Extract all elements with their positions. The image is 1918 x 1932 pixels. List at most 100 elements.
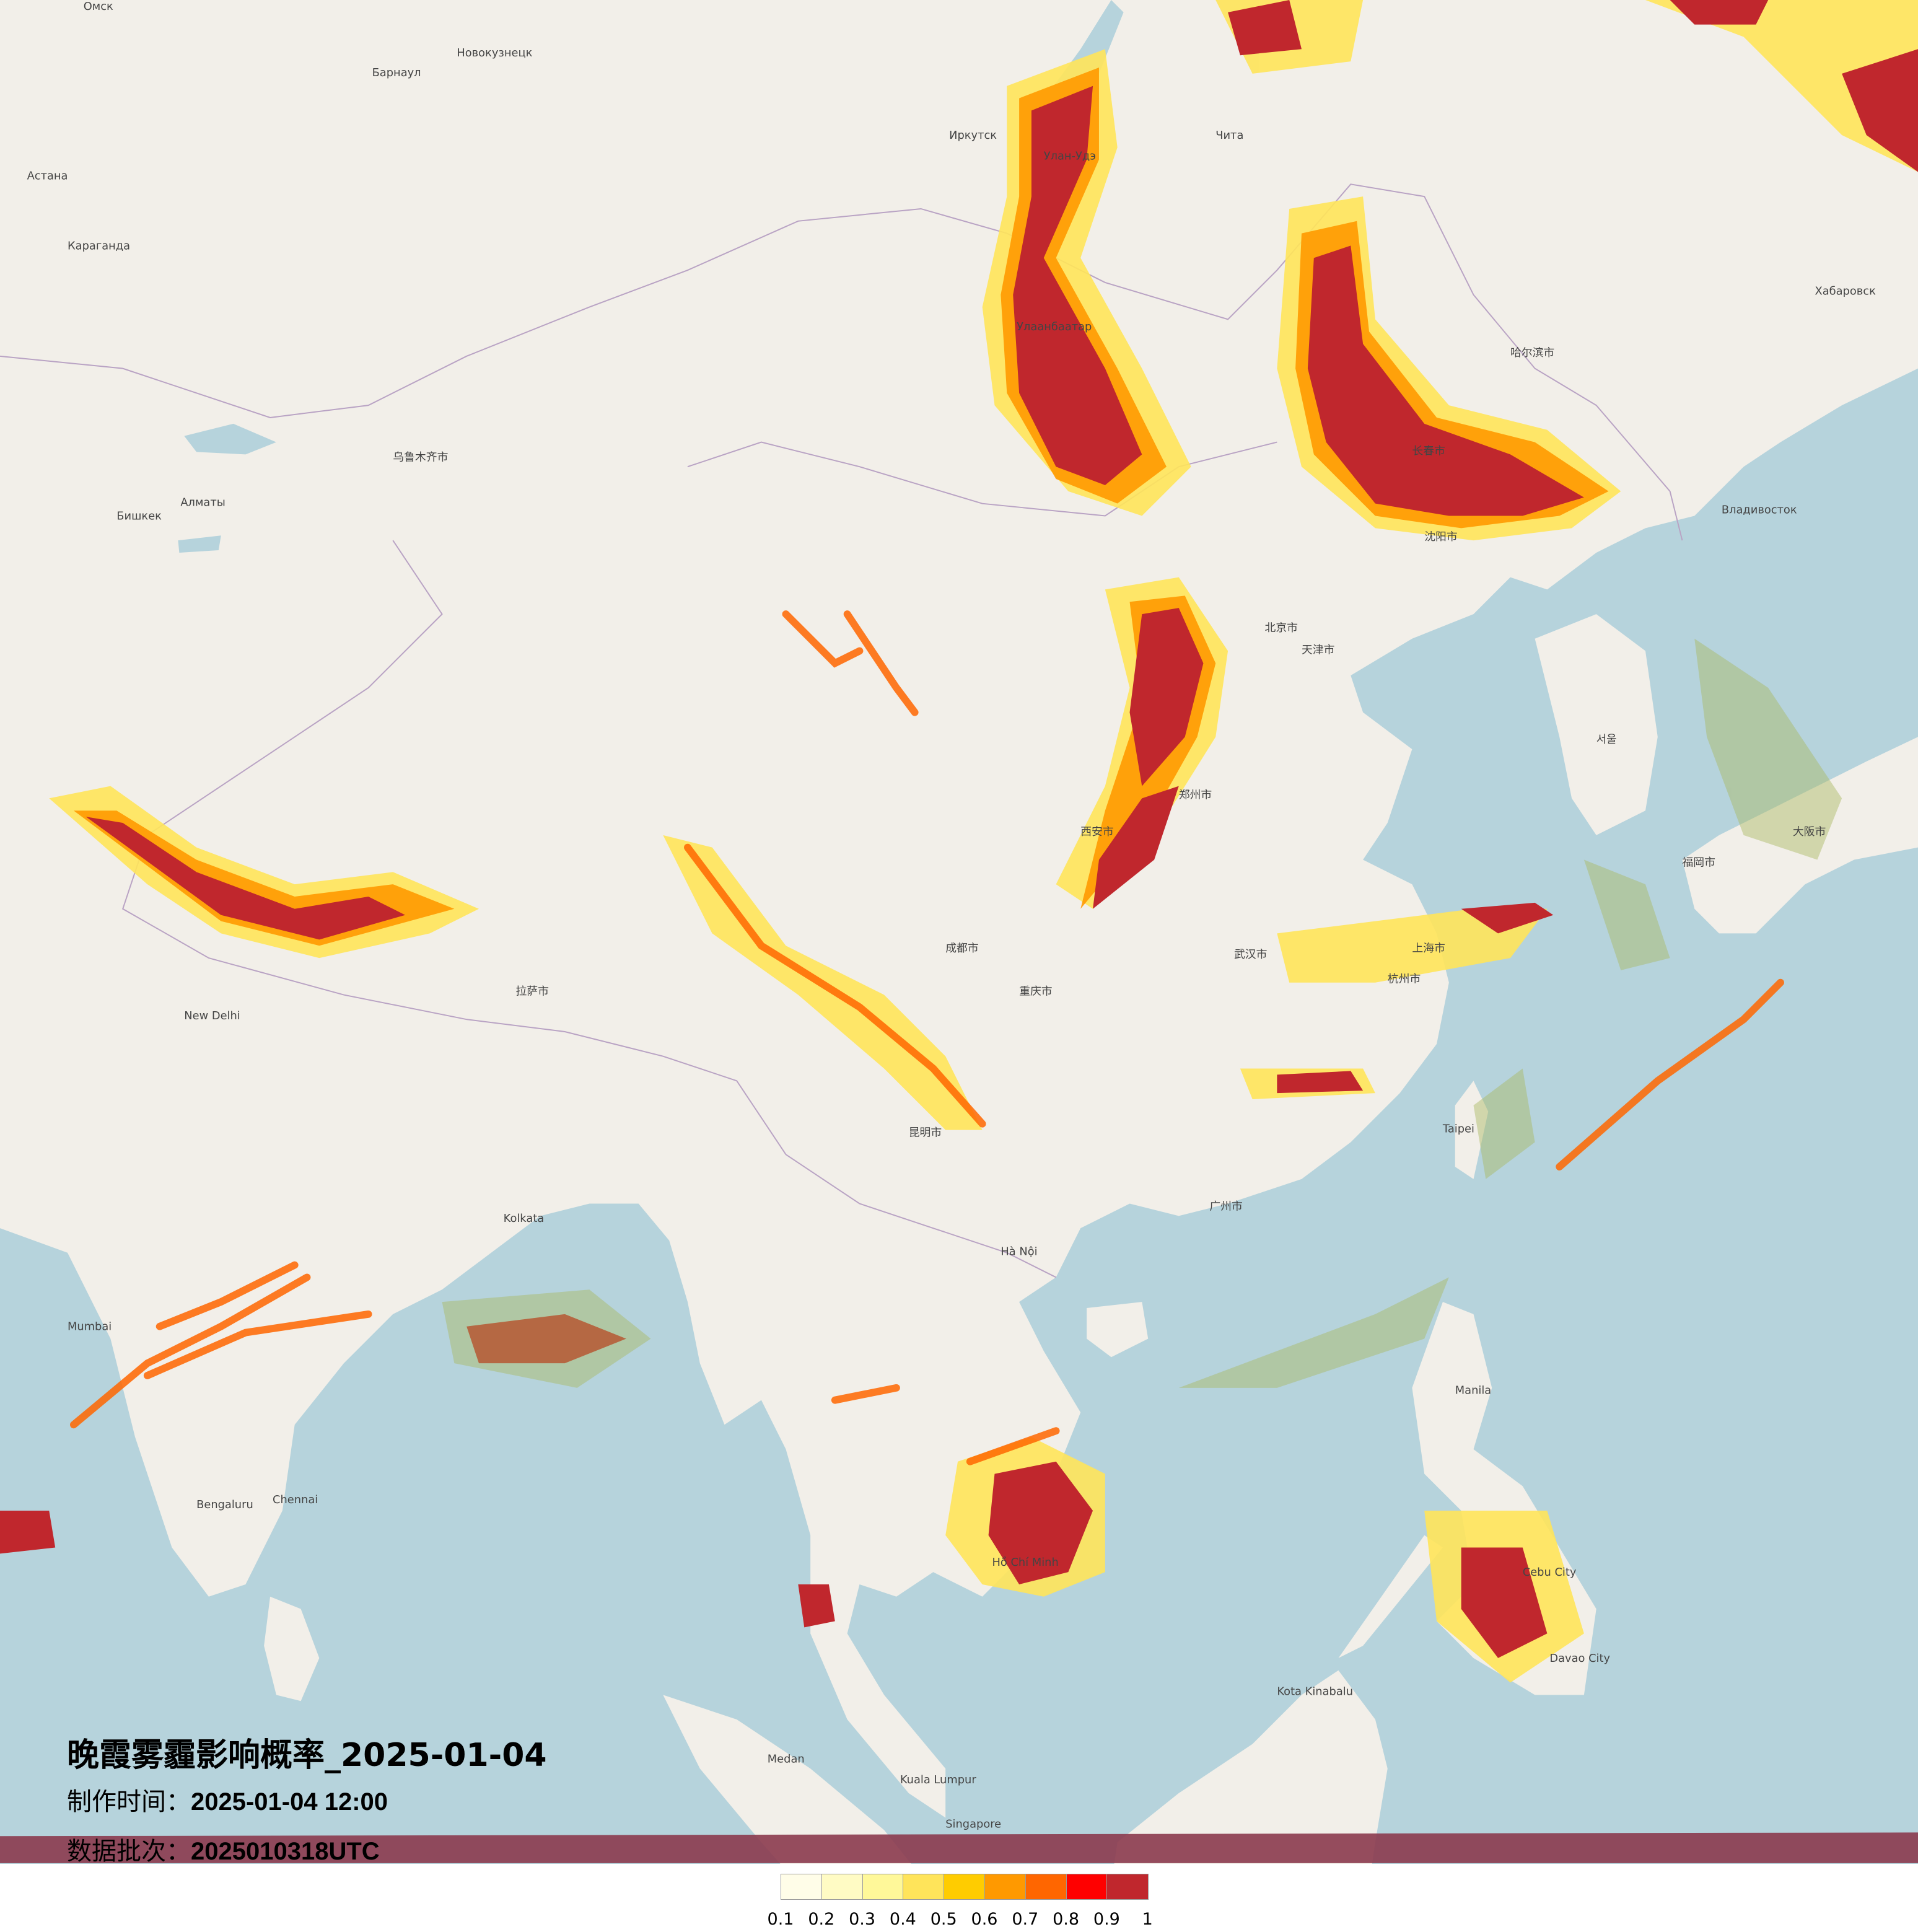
place-label: Барнаул	[372, 66, 421, 79]
prob-area	[1228, 0, 1302, 56]
prob-area	[1307, 245, 1584, 516]
hainan-land	[1087, 1302, 1149, 1358]
map-title: 晚霞雾霾影响概率_2025-01-04	[67, 1737, 547, 1774]
prob-area	[1013, 86, 1142, 485]
legend-label: 0.2	[808, 1910, 835, 1929]
japan-land	[1682, 737, 1918, 934]
data-batch-label: 数据批次：	[67, 1837, 191, 1866]
place-label: 哈尔滨市	[1510, 346, 1554, 359]
sea	[0, 368, 1918, 1864]
place-label: Алматы	[180, 496, 225, 509]
prob-area	[1129, 608, 1204, 786]
palawan-land	[1338, 1535, 1443, 1658]
place-label: 西安市	[1080, 825, 1113, 838]
legend-label: 0.9	[1093, 1910, 1120, 1929]
legend-label: 0.1	[767, 1910, 794, 1929]
prob-area	[466, 1314, 626, 1364]
lake-issykkul	[178, 535, 221, 553]
legend-label: 0.8	[1053, 1910, 1080, 1929]
prob-area-sea	[1694, 638, 1842, 860]
legend-swatch	[821, 1874, 863, 1899]
prob-streak	[684, 843, 986, 1128]
legend-label: 0.3	[849, 1910, 876, 1929]
prob-streak	[1556, 978, 1784, 1170]
prob-streak	[69, 1273, 311, 1429]
place-label: 成都市	[945, 942, 978, 955]
legend-label: 1	[1142, 1910, 1153, 1929]
prob-area	[988, 1461, 1093, 1584]
probability-map[interactable]: Омск Новокузнецк Барнаул Астана Караганд…	[0, 0, 1918, 1864]
production-time-value: 2025-01-04 12:00	[191, 1788, 388, 1816]
place-label: Kolkata	[504, 1212, 545, 1225]
taiwan-land	[1455, 1081, 1489, 1179]
prob-area	[85, 817, 406, 940]
prob-area-sea	[1178, 1277, 1449, 1388]
legend-swatch	[1066, 1874, 1108, 1899]
prob-area-sea	[442, 1289, 651, 1388]
legend-swatch	[1107, 1874, 1149, 1899]
place-label: 上海市	[1412, 942, 1445, 955]
production-time: 制作时间：2025-01-04 12:00	[67, 1781, 388, 1817]
data-batch-value: 2025010318UTC	[191, 1838, 380, 1865]
probability-field	[0, 0, 1918, 1863]
place-label: 乌鲁木齐市	[393, 450, 448, 463]
legend-swatch	[781, 1874, 822, 1899]
place-label: 福岡市	[1682, 856, 1715, 869]
place-label: Singapore	[945, 1817, 1001, 1830]
prob-area-sea	[1473, 1068, 1535, 1179]
place-label: Новокузнецк	[457, 46, 532, 59]
place-label: Medan	[768, 1752, 805, 1765]
korea-land	[1535, 614, 1658, 835]
place-label: 北京市	[1265, 621, 1298, 634]
place-label: Davao City	[1549, 1652, 1610, 1665]
sumatra-land	[663, 1695, 911, 1864]
prob-area	[1277, 1071, 1364, 1094]
place-label: Владивосток	[1722, 504, 1797, 517]
prob-area	[1670, 0, 1769, 25]
place-label: 广州市	[1209, 1200, 1242, 1213]
place-label: Астана	[27, 169, 68, 182]
prob-area	[1093, 786, 1179, 909]
place-label: 서울	[1596, 733, 1617, 746]
place-label: Бишкек	[116, 509, 162, 522]
place-label: 天津市	[1302, 643, 1334, 656]
place-label: Bengaluru	[196, 1498, 253, 1511]
prob-streak	[155, 1261, 299, 1330]
place-label: Hồ Chí Minh	[992, 1556, 1059, 1569]
map-canvas: Омск Новокузнецк Барнаул Астана Караганд…	[0, 0, 1918, 1864]
prob-area	[1461, 902, 1554, 934]
place-label: Караганда	[68, 239, 130, 252]
borneo-land	[1114, 1670, 1388, 1864]
prob-band-bottom	[0, 1832, 1918, 1863]
prob-streak	[782, 610, 864, 668]
legend-swatch	[944, 1874, 985, 1899]
place-label: Taipei	[1442, 1123, 1474, 1136]
place-label: 沈阳市	[1424, 530, 1457, 543]
place-label: Hà Nội	[1001, 1245, 1037, 1258]
data-batch: 数据批次：2025010318UTC	[67, 1831, 380, 1867]
prob-streak	[843, 610, 919, 716]
prob-area	[1461, 1547, 1548, 1658]
prob-area	[798, 1584, 835, 1628]
place-label: 昆明市	[909, 1126, 942, 1139]
legend-label: 0.6	[971, 1910, 998, 1929]
legend-swatch	[1025, 1874, 1067, 1899]
lake-balkhash	[184, 423, 276, 455]
prob-area-sea	[1583, 859, 1670, 970]
legend-label: 0.7	[1012, 1910, 1039, 1929]
place-label: 拉萨市	[515, 985, 548, 998]
legend-label: 0.4	[889, 1910, 916, 1929]
srilanka-land	[264, 1596, 320, 1701]
prob-area	[1277, 908, 1548, 983]
place-label: Kuala Lumpur	[900, 1773, 976, 1786]
place-label: Mumbai	[68, 1320, 112, 1333]
place-label: Чита	[1215, 129, 1243, 142]
place-label: Chennai	[273, 1493, 318, 1506]
prob-streak	[831, 1384, 900, 1404]
place-label: 重庆市	[1019, 985, 1052, 998]
place-label: Омск	[84, 0, 113, 13]
place-label: 长春市	[1412, 444, 1445, 457]
color-legend	[781, 1874, 1149, 1900]
legend-swatch	[862, 1874, 904, 1899]
legend-swatch	[903, 1874, 945, 1899]
